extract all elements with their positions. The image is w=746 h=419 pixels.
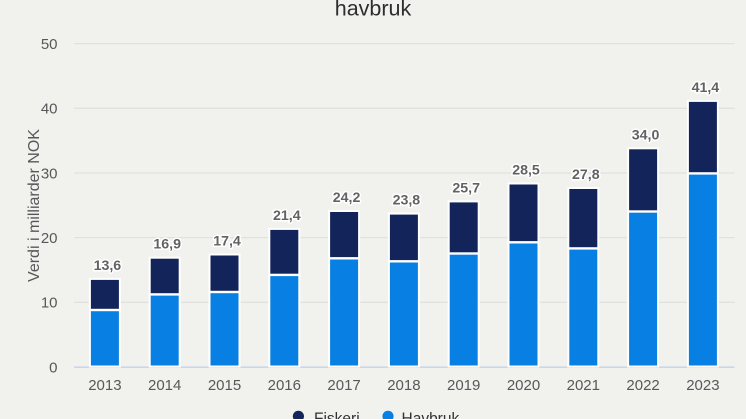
svg-text:2013: 2013 [88,377,121,394]
svg-text:2017: 2017 [327,377,360,394]
svg-text:2016: 2016 [268,377,301,394]
svg-text:50: 50 [41,36,58,53]
svg-text:2022: 2022 [626,377,659,394]
svg-text:Fiskeri: Fiskeri [314,411,360,419]
svg-text:30: 30 [41,165,58,182]
svg-text:2014: 2014 [148,377,181,394]
svg-text:2021: 2021 [567,377,600,394]
svg-text:2023: 2023 [686,377,719,394]
svg-text:havbruk: havbruk [335,0,412,21]
svg-text:27,8: 27,8 [572,167,600,183]
svg-text:23,8: 23,8 [393,193,421,209]
svg-text:41,4: 41,4 [692,80,720,96]
svg-text:2018: 2018 [387,377,420,394]
svg-text:Verdi i milliarder NOK: Verdi i milliarder NOK [26,129,43,282]
svg-text:Havbruk: Havbruk [402,411,460,419]
svg-text:13,6: 13,6 [94,258,122,274]
svg-text:28,5: 28,5 [512,163,540,179]
svg-text:2019: 2019 [447,377,480,394]
svg-text:16,9: 16,9 [153,237,181,253]
svg-text:21,4: 21,4 [273,208,301,224]
svg-text:20: 20 [41,230,58,247]
svg-text:2015: 2015 [208,377,241,394]
svg-text:0: 0 [49,359,57,376]
svg-text:34,0: 34,0 [632,127,660,143]
svg-text:40: 40 [41,101,58,118]
svg-text:10: 10 [41,295,58,312]
svg-text:25,7: 25,7 [452,180,480,196]
svg-text:2020: 2020 [507,377,540,394]
svg-text:17,4: 17,4 [213,234,241,250]
svg-text:24,2: 24,2 [333,190,361,206]
